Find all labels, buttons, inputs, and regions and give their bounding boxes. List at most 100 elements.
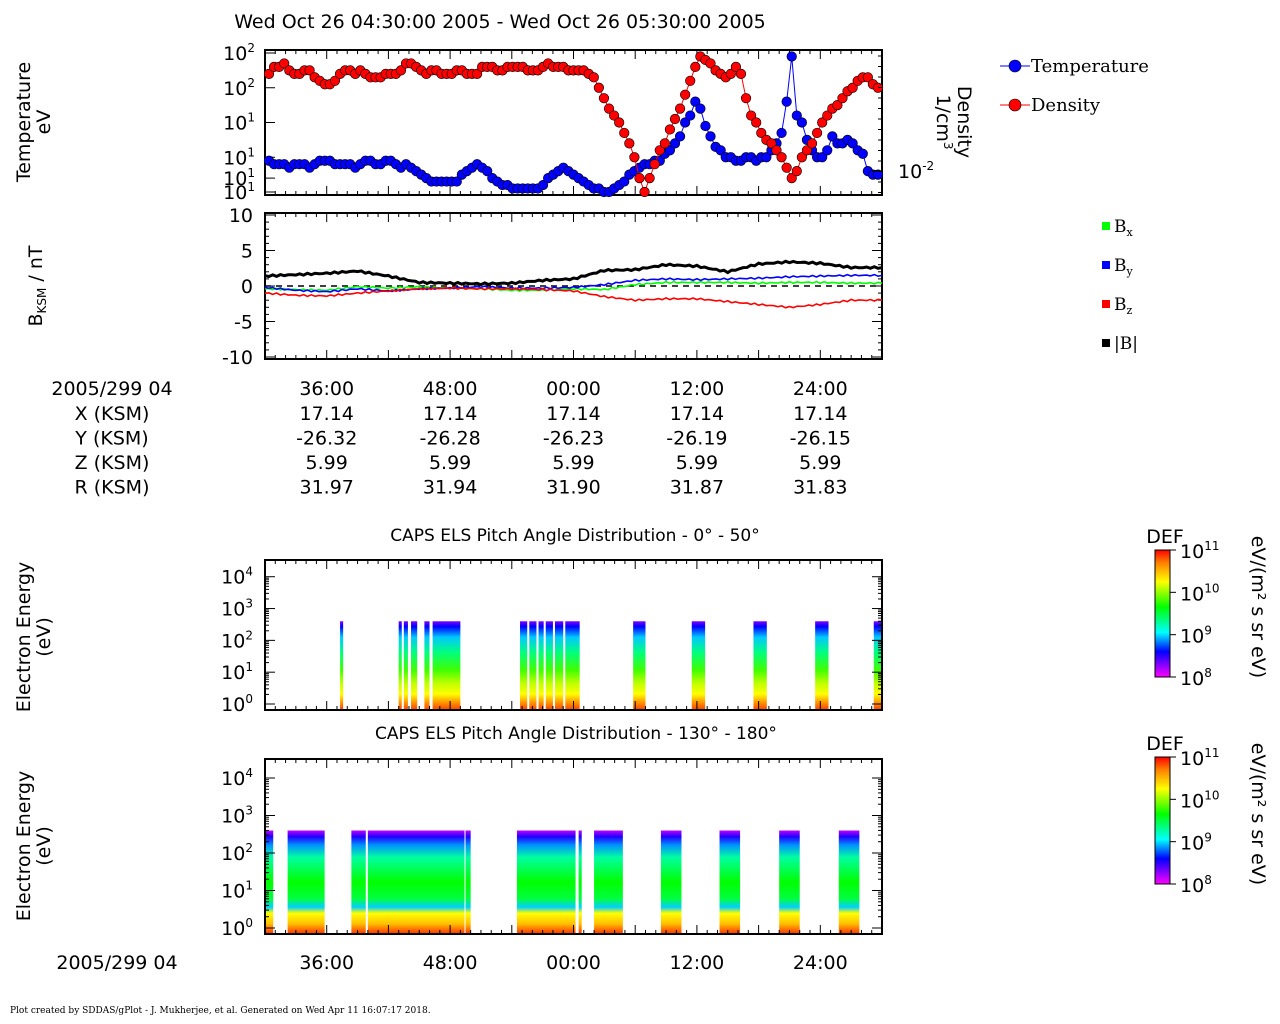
ephemeris-row-label-2: Z (KSM) — [75, 452, 150, 474]
bfield-series-3 — [264, 259, 883, 287]
spectrogram-data-block — [367, 830, 465, 934]
temperature-point — [791, 110, 802, 121]
spectrogram-data-block — [753, 621, 767, 710]
spectrogram-data-block — [516, 830, 576, 934]
spectrogram-data-block — [815, 621, 829, 710]
temperature-point — [847, 138, 858, 149]
axis-start-label: 2005/299 04 — [51, 378, 172, 400]
density-point — [669, 113, 681, 125]
temperature-point — [827, 131, 838, 142]
density-point — [685, 75, 696, 86]
ephemeris-value: 31.94 — [423, 477, 477, 499]
density-point — [806, 138, 818, 149]
temperature-point — [705, 131, 716, 142]
density-point — [279, 58, 290, 69]
density-point — [801, 145, 813, 156]
spectrogram-data-block — [578, 830, 582, 934]
temperature-point — [872, 169, 884, 180]
ephemeris-row-label-0: X (KSM) — [75, 403, 150, 425]
spectrogram-data-block — [287, 830, 325, 934]
spectrogram-data-block — [594, 830, 623, 934]
spectrogram-2-title: CAPS ELS Pitch Angle Distribution - 130°… — [375, 724, 777, 744]
density-point — [639, 186, 650, 198]
spectrogram-data-block — [691, 621, 706, 710]
bottom-tick-label-3: 12:00 — [670, 952, 725, 974]
temperature-point — [715, 145, 726, 156]
temperature-point — [669, 138, 681, 149]
bfield-tick-2: 0 — [241, 276, 253, 298]
spectrogram-1-title: CAPS ELS Pitch Angle Distribution - 0° -… — [390, 526, 759, 546]
density-point — [771, 145, 782, 156]
density-point — [735, 68, 747, 79]
spectrogram-2-yunit: (eV) — [33, 826, 55, 866]
bfield-axis-subscript: KSM — [35, 288, 49, 314]
energy-tick-3-4: 100 — [221, 916, 253, 940]
ephemeris-value: 5.99 — [799, 452, 841, 474]
density-point — [740, 93, 752, 104]
bfield-axis-unit: / nT — [25, 245, 47, 288]
density-point — [659, 138, 670, 149]
temperature-point — [857, 148, 868, 159]
bottom-tick-label-1: 48:00 — [423, 952, 478, 974]
spectrogram-data-block — [340, 621, 344, 710]
temperature-tick-1: 102 — [223, 76, 255, 100]
ephemeris-value: 17.14 — [546, 403, 600, 425]
spectrogram-data-block — [719, 830, 741, 934]
energy-tick-2-0: 104 — [221, 565, 253, 589]
density-point — [680, 89, 691, 100]
energy-tick-2-3: 101 — [221, 660, 253, 684]
bfield-legend-swatch-2 — [1102, 300, 1110, 308]
temperature-point — [674, 131, 686, 142]
density-point — [588, 72, 599, 83]
ephemeris-value: -26.15 — [790, 428, 851, 450]
temperature-point — [761, 152, 772, 163]
density-point — [822, 110, 833, 121]
pitch-angle-0-50-panel: CAPS ELS Pitch Angle Distribution - 0° -… — [13, 526, 1269, 716]
density-point — [730, 61, 742, 73]
energy-tick-2-2: 102 — [221, 628, 253, 652]
spectrogram-1-yunit: (eV) — [33, 617, 55, 657]
ephemeris-value: 5.99 — [306, 452, 348, 474]
spectrogram-data-block — [411, 621, 418, 710]
legend-marker-0 — [1008, 59, 1022, 73]
ephemeris-row-label-3: R (KSM) — [75, 477, 150, 499]
density-point — [786, 173, 797, 184]
spectrogram-data-block — [633, 621, 646, 710]
density-point — [837, 93, 848, 104]
energy-tick-2-4: 100 — [221, 692, 253, 716]
ephemeris-value: 31.87 — [670, 477, 724, 499]
bfield-axis-label: B — [25, 313, 47, 326]
legend-label-0: Temperature — [1031, 56, 1149, 77]
bfield-legend-label-2: Bz — [1114, 295, 1133, 317]
footer-credit: Plot created by SDDAS/gPlot - J. Mukherj… — [10, 1006, 431, 1016]
density-point — [649, 159, 660, 170]
density-axis-unit-exponent: 3 — [941, 142, 955, 150]
density-point — [791, 166, 802, 177]
spectrogram-data-block — [432, 621, 461, 710]
temperature-tick-4: 101 — [223, 166, 255, 190]
colorbar-unit: eV/(m² s sr eV) — [1247, 743, 1269, 885]
temperature-axis-label: Temperature — [13, 62, 35, 183]
colorbar-tick-2: 109 — [1180, 624, 1212, 648]
ephemeris-value: 31.83 — [793, 477, 847, 499]
spectrogram-data-block — [554, 621, 564, 710]
density-point — [634, 173, 645, 184]
density-point — [395, 65, 407, 76]
density-axis-unit: 1/cm — [932, 94, 954, 141]
density-point — [862, 72, 873, 83]
colorbar-label: DEF — [1146, 733, 1184, 755]
ephemeris-value: 31.90 — [546, 477, 600, 499]
spectrogram-data-block — [779, 830, 800, 934]
bfield-tick-4: -10 — [222, 347, 253, 369]
temperature-point — [817, 152, 828, 163]
spectrogram-data-block — [351, 830, 366, 934]
energy-tick-3-2: 102 — [221, 841, 253, 865]
temperature-tick-5: 101 — [223, 180, 255, 204]
spectrogram-data-block — [265, 830, 274, 934]
colorbar — [1154, 549, 1171, 678]
spectrogram-data-block — [660, 830, 682, 934]
colorbar-tick-3: 108 — [1180, 666, 1212, 690]
bfield-series-2 — [264, 286, 883, 309]
density-point — [751, 117, 762, 128]
legend-label-1: Density — [1031, 95, 1101, 116]
